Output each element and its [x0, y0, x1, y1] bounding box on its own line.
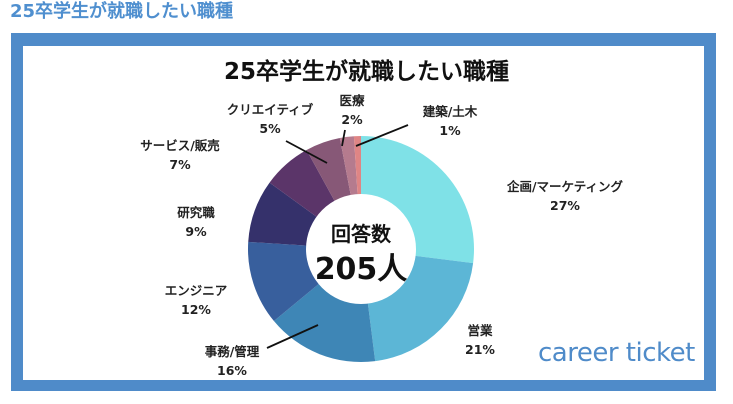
label-construction: 建築/土木 1%: [422, 104, 478, 138]
page-heading: 25卒学生が就職したい職種: [10, 1, 234, 22]
label-service: サービス/販売 7%: [140, 138, 220, 172]
label-office: 事務/管理 16%: [204, 344, 260, 378]
center-title: 回答数: [331, 222, 391, 246]
career-ticket-logo: career ticket: [538, 338, 695, 368]
label-research: 研究職 9%: [177, 205, 215, 239]
label-creative: クリエイティブ 5%: [226, 102, 314, 136]
label-engineer: エンジニア 12%: [164, 283, 228, 317]
chart-title: 25卒学生が就職したい職種: [223, 59, 509, 85]
center-value: 205人: [314, 252, 408, 287]
label-planning: 企画/マーケティング 27%: [506, 179, 624, 213]
label-sales: 営業 21%: [465, 323, 495, 357]
label-medical: 医療 2%: [339, 93, 365, 127]
leader-lines: [266, 124, 409, 349]
